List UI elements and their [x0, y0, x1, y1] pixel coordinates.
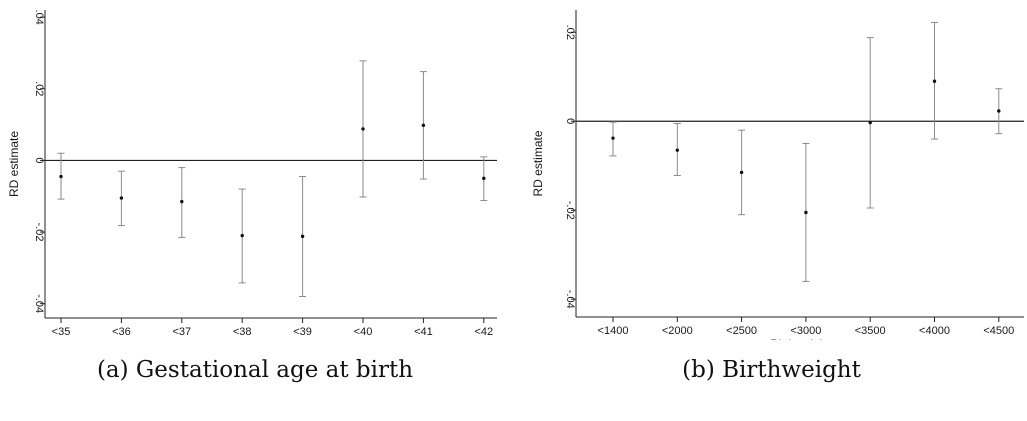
x-tick-label: <37 — [172, 326, 191, 338]
point-estimate — [675, 148, 679, 152]
point-estimate — [59, 174, 63, 179]
caption-gestational-age: (a) Gestational age at birth — [96, 357, 414, 383]
chart-birthweight: -.04 -.02 0 .02 RD estimate <1400 <2000 <2500 <3… — [531, 10, 1024, 351]
x-tick-label: <2500 — [726, 325, 757, 337]
point-estimate — [932, 79, 937, 83]
x-tick-label: <35 — [52, 326, 71, 338]
x-tick-label: <38 — [233, 326, 252, 338]
y-tick-label: 0 — [33, 157, 45, 163]
point-estimate — [240, 233, 244, 238]
point-estimate — [868, 120, 872, 125]
x-tick-label: <4500 — [983, 325, 1014, 337]
caption-birthweight: (b) Birthweight — [682, 357, 861, 383]
point-estimate — [421, 123, 426, 128]
x-tick-label: <42 — [474, 326, 493, 338]
x-tick-label: <39 — [293, 326, 312, 338]
x-tick-label: <40 — [354, 326, 373, 338]
point-estimate — [361, 127, 365, 131]
y-tick-label: -.04 — [564, 290, 576, 309]
point-estimate — [300, 234, 305, 239]
x-tick-label: <3500 — [855, 325, 886, 337]
chart-gestational-age: -.04 -.02 0 .02 .04 RD estimate <35 <36 <37 <38 <3… — [7, 10, 497, 352]
x-tick-label: <3000 — [790, 325, 821, 337]
point-estimate — [804, 210, 808, 215]
point-estimate — [611, 136, 615, 140]
y-tick-label: -.02 — [33, 223, 45, 242]
y-axis-title: RD estimate — [7, 131, 21, 197]
chart-panel-birthweight: -.04 -.02 0 .02 RD estimate <1400 <2000 <2500 <3… — [516, 0, 1027, 421]
x-tick-label: <36 — [112, 326, 131, 338]
y-tick-label: 0 — [564, 118, 576, 124]
point-estimate — [739, 170, 744, 175]
point-estimate — [997, 109, 1001, 113]
point-estimate — [482, 176, 486, 181]
y-tick-label: .04 — [33, 10, 45, 25]
y-tick-label: .02 — [564, 25, 576, 40]
point-estimate — [180, 199, 184, 204]
x-tick-label: <41 — [414, 326, 433, 338]
point-estimate — [119, 196, 124, 200]
y-tick-label: .02 — [33, 81, 45, 96]
chart-panel-gestational-age: -.04 -.02 0 .02 .04 RD estimate <35 <36 <37 <38 <3… — [0, 0, 510, 421]
y-axis-title: RD estimate — [531, 130, 545, 196]
y-tick-label: -.02 — [564, 201, 576, 220]
x-tick-label: <4000 — [919, 325, 950, 337]
x-axis-title: Gestational age at birth — [209, 338, 333, 340]
x-tick-label: <1400 — [598, 325, 629, 337]
y-tick-label: -.04 — [33, 294, 45, 313]
x-tick-label: <2000 — [662, 325, 693, 337]
x-axis-title: Birthweight — [770, 337, 830, 340]
